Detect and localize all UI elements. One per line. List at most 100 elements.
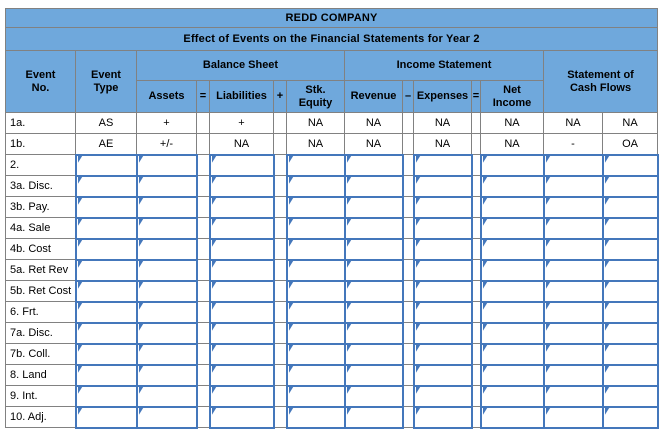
select-stk-equity-cell[interactable] (285, 384, 346, 408)
select-expenses-cell[interactable] (412, 279, 473, 303)
select-cash-flow-2-cell[interactable] (601, 300, 659, 324)
select-assets-cell[interactable] (135, 363, 198, 387)
select-expenses-cell[interactable] (412, 153, 473, 177)
select-expenses-cell[interactable] (412, 237, 473, 261)
select-expenses-cell[interactable] (412, 384, 473, 408)
select-cash-flow-2-cell[interactable] (601, 216, 659, 240)
select-stk-equity-cell[interactable] (285, 153, 346, 177)
select-event-type-cell[interactable] (74, 153, 138, 177)
select-net-income-cell[interactable] (479, 363, 545, 387)
select-stk-equity-cell[interactable] (285, 363, 346, 387)
select-assets-cell[interactable] (135, 300, 198, 324)
select-expenses-cell[interactable] (412, 363, 473, 387)
select-cash-flow-1-cell[interactable] (542, 300, 604, 324)
select-cash-flow-1-cell[interactable] (542, 258, 604, 282)
select-net-income-cell[interactable] (479, 321, 545, 345)
select-assets-cell[interactable] (135, 321, 198, 345)
select-liabilities-cell[interactable] (208, 384, 275, 408)
select-net-income-cell[interactable] (479, 300, 545, 324)
select-revenue-cell[interactable] (343, 195, 404, 219)
select-event-type-cell[interactable] (74, 342, 138, 366)
select-net-income-cell[interactable] (479, 237, 545, 261)
select-liabilities-cell[interactable] (208, 300, 275, 324)
select-cash-flow-2-cell[interactable] (601, 321, 659, 345)
select-event-type-cell[interactable] (74, 258, 138, 282)
select-assets-cell[interactable] (135, 342, 198, 366)
select-revenue-cell[interactable] (343, 363, 404, 387)
select-stk-equity-cell[interactable] (285, 342, 346, 366)
select-net-income-cell[interactable] (479, 384, 545, 408)
select-expenses-cell[interactable] (412, 342, 473, 366)
select-assets-cell[interactable] (135, 237, 198, 261)
select-event-type-cell[interactable] (74, 321, 138, 345)
select-expenses-cell[interactable] (412, 300, 473, 324)
select-cash-flow-2-cell[interactable] (601, 258, 659, 282)
select-liabilities-cell[interactable] (208, 153, 275, 177)
select-liabilities-cell[interactable] (208, 237, 275, 261)
select-cash-flow-1-cell[interactable] (542, 153, 604, 177)
select-liabilities-cell[interactable] (208, 174, 275, 198)
select-cash-flow-2-cell[interactable] (601, 174, 659, 198)
select-cash-flow-1-cell[interactable] (542, 195, 604, 219)
select-revenue-cell[interactable] (343, 279, 404, 303)
select-revenue-cell[interactable] (343, 174, 404, 198)
select-stk-equity-cell[interactable] (285, 405, 346, 429)
select-event-type-cell[interactable] (74, 237, 138, 261)
select-assets-cell[interactable] (135, 174, 198, 198)
select-net-income-cell[interactable] (479, 279, 545, 303)
select-revenue-cell[interactable] (343, 300, 404, 324)
select-assets-cell[interactable] (135, 279, 198, 303)
select-liabilities-cell[interactable] (208, 363, 275, 387)
select-cash-flow-1-cell[interactable] (542, 216, 604, 240)
select-liabilities-cell[interactable] (208, 342, 275, 366)
select-revenue-cell[interactable] (343, 216, 404, 240)
select-liabilities-cell[interactable] (208, 195, 275, 219)
select-event-type-cell[interactable] (74, 195, 138, 219)
select-cash-flow-1-cell[interactable] (542, 237, 604, 261)
select-revenue-cell[interactable] (343, 321, 404, 345)
select-stk-equity-cell[interactable] (285, 258, 346, 282)
select-cash-flow-1-cell[interactable] (542, 321, 604, 345)
select-stk-equity-cell[interactable] (285, 195, 346, 219)
select-cash-flow-2-cell[interactable] (601, 363, 659, 387)
select-net-income-cell[interactable] (479, 195, 545, 219)
select-revenue-cell[interactable] (343, 342, 404, 366)
select-cash-flow-1-cell[interactable] (542, 342, 604, 366)
select-assets-cell[interactable] (135, 384, 198, 408)
select-net-income-cell[interactable] (479, 258, 545, 282)
select-net-income-cell[interactable] (479, 216, 545, 240)
select-cash-flow-2-cell[interactable] (601, 384, 659, 408)
select-cash-flow-2-cell[interactable] (601, 237, 659, 261)
select-revenue-cell[interactable] (343, 153, 404, 177)
select-cash-flow-2-cell[interactable] (601, 405, 659, 429)
select-assets-cell[interactable] (135, 195, 198, 219)
select-event-type-cell[interactable] (74, 279, 138, 303)
select-revenue-cell[interactable] (343, 237, 404, 261)
select-expenses-cell[interactable] (412, 258, 473, 282)
select-event-type-cell[interactable] (74, 174, 138, 198)
select-revenue-cell[interactable] (343, 405, 404, 429)
select-net-income-cell[interactable] (479, 405, 545, 429)
select-cash-flow-2-cell[interactable] (601, 279, 659, 303)
select-cash-flow-2-cell[interactable] (601, 195, 659, 219)
select-revenue-cell[interactable] (343, 258, 404, 282)
select-revenue-cell[interactable] (343, 384, 404, 408)
select-stk-equity-cell[interactable] (285, 174, 346, 198)
select-stk-equity-cell[interactable] (285, 237, 346, 261)
select-stk-equity-cell[interactable] (285, 216, 346, 240)
select-net-income-cell[interactable] (479, 153, 545, 177)
select-liabilities-cell[interactable] (208, 279, 275, 303)
select-expenses-cell[interactable] (412, 216, 473, 240)
select-stk-equity-cell[interactable] (285, 321, 346, 345)
select-expenses-cell[interactable] (412, 174, 473, 198)
select-cash-flow-2-cell[interactable] (601, 342, 659, 366)
select-cash-flow-1-cell[interactable] (542, 405, 604, 429)
select-assets-cell[interactable] (135, 405, 198, 429)
select-stk-equity-cell[interactable] (285, 300, 346, 324)
select-liabilities-cell[interactable] (208, 258, 275, 282)
select-event-type-cell[interactable] (74, 300, 138, 324)
select-cash-flow-1-cell[interactable] (542, 174, 604, 198)
select-liabilities-cell[interactable] (208, 321, 275, 345)
select-cash-flow-1-cell[interactable] (542, 384, 604, 408)
select-net-income-cell[interactable] (479, 174, 545, 198)
